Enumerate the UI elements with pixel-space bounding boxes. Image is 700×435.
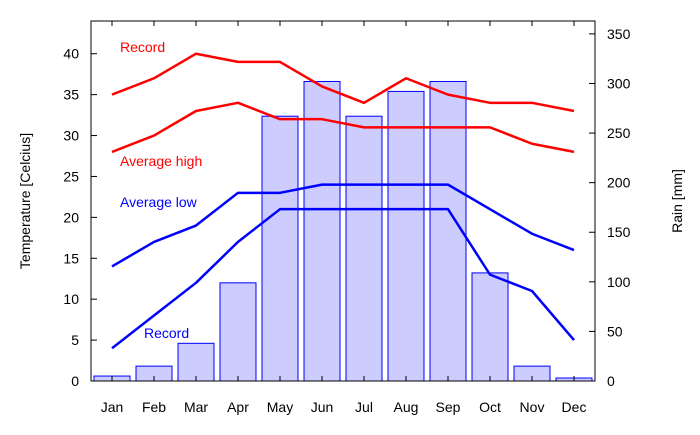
x-tick-label: Oct — [479, 399, 501, 415]
y2-tick-label: 300 — [607, 75, 631, 91]
y2-tick-label: 150 — [607, 224, 631, 240]
y-tick-label: 40 — [63, 46, 79, 62]
series-line-2 — [111, 183, 575, 268]
y-tick-label: 10 — [63, 291, 79, 307]
x-tick-label: Dec — [562, 399, 587, 415]
y-tick-label: 0 — [71, 373, 79, 389]
x-tick-label: Feb — [142, 399, 166, 415]
x-tick-label: Jun — [311, 399, 334, 415]
x-tick-label: Apr — [227, 399, 249, 415]
y-tick-label: 35 — [63, 87, 79, 103]
rain-bar-mar — [177, 342, 215, 382]
y-tick-label: 20 — [63, 209, 79, 225]
y2-axis-label: Rain [mm] — [669, 169, 685, 233]
x-tick-label: Nov — [520, 399, 545, 415]
x-tick-label: May — [267, 399, 293, 415]
plot-frame — [90, 20, 596, 382]
y2-tick-label: 50 — [607, 323, 623, 339]
rain-bar-jun — [303, 80, 341, 382]
series-line-1 — [111, 101, 575, 154]
y2-tick-label: 0 — [607, 373, 615, 389]
rain-bar-oct — [471, 272, 509, 382]
legend-average-low: Average low — [120, 194, 198, 210]
legend-record-low: Record — [144, 325, 189, 341]
y2-tick-label: 250 — [607, 125, 631, 141]
y-tick-label: 30 — [63, 128, 79, 144]
rain-bar-sep — [429, 80, 467, 382]
y2-tick-label: 350 — [607, 26, 631, 42]
series-line-0 — [111, 52, 575, 113]
x-tick-label: Mar — [184, 399, 208, 415]
rain-bar-may — [261, 115, 299, 382]
x-tick-label: Jan — [101, 399, 124, 415]
x-tick-label: Aug — [394, 399, 419, 415]
legend-record-high: Record — [120, 39, 165, 55]
y-axis-label: Temperature [Celcius] — [17, 133, 33, 269]
y-tick-label: 5 — [71, 332, 79, 348]
y-tick-label: 25 — [63, 168, 79, 184]
rain-bar-jul — [345, 115, 383, 382]
rain-bar-aug — [387, 90, 425, 382]
series-line-3 — [111, 207, 575, 350]
legend-average-high: Average high — [120, 153, 202, 169]
y-tick-label: 15 — [63, 250, 79, 266]
rain-bar-apr — [219, 282, 257, 382]
x-tick-label: Jul — [355, 399, 373, 415]
y2-tick-label: 100 — [607, 274, 631, 290]
y2-tick-label: 200 — [607, 175, 631, 191]
x-tick-label: Sep — [436, 399, 461, 415]
